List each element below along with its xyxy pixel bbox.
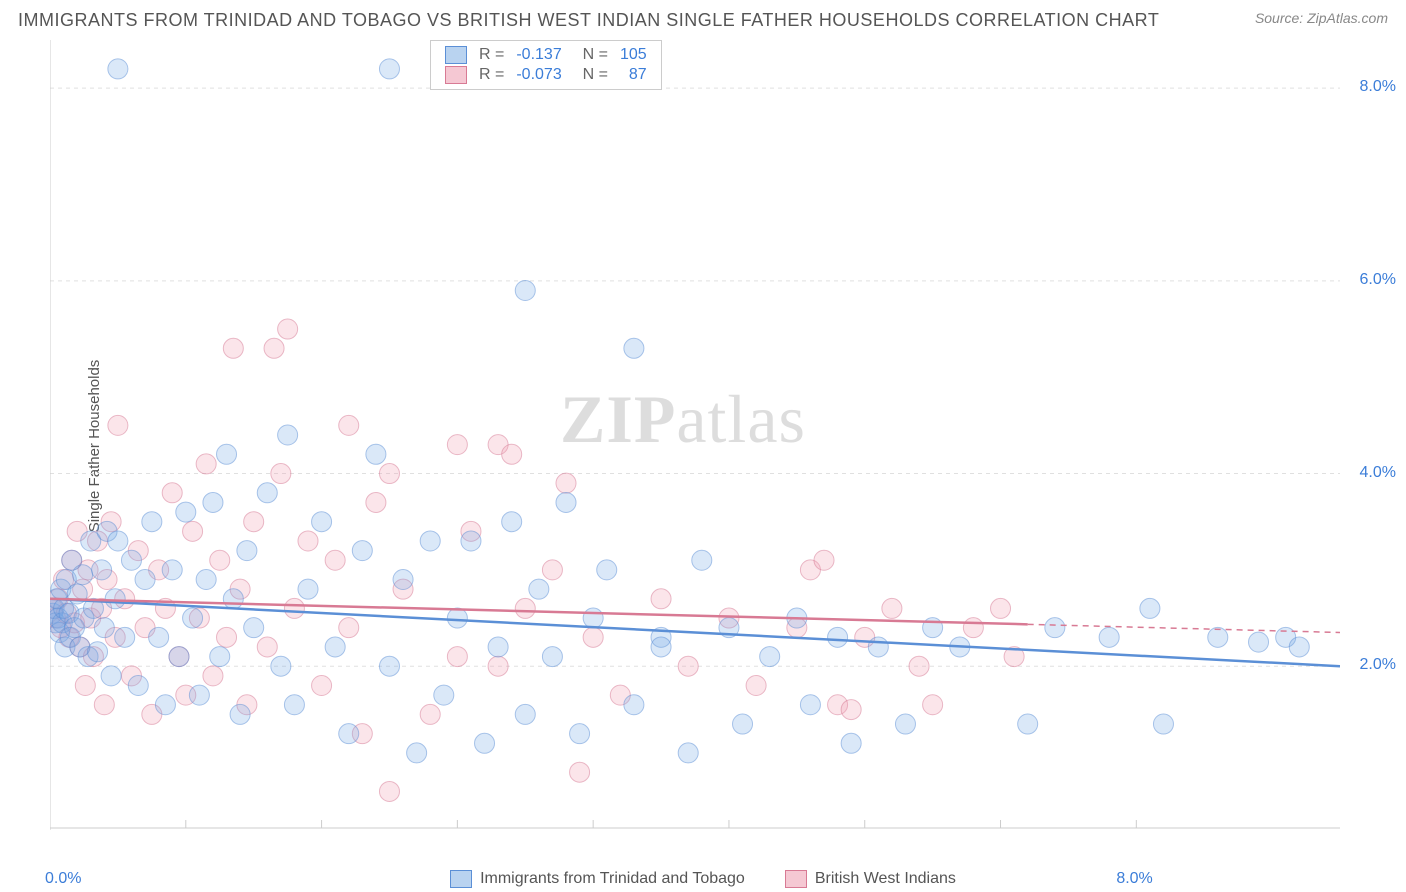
legend-swatch [785,870,807,888]
legend-r-value: -0.137 [510,45,567,65]
series-legend-item: Immigrants from Trinidad and Tobago [450,870,745,888]
x-tick-label: 8.0% [1116,870,1152,888]
series-legend-label: Immigrants from Trinidad and Tobago [480,870,745,888]
y-tick-label: 8.0% [1360,78,1396,96]
legend-n-label: N = [568,45,614,65]
legend-swatch [445,66,467,84]
legend-n-label: N = [568,65,614,85]
series-legend-label: British West Indians [815,870,956,888]
series-legend-item: British West Indians [785,870,956,888]
legend-swatch [445,46,467,64]
y-tick-label: 4.0% [1360,464,1396,482]
correlation-legend: R =-0.137 N =105R =-0.073 N =87 [430,40,662,90]
legend-swatch [450,870,472,888]
series-legend: Immigrants from Trinidad and Tobago Briti… [0,870,1406,888]
legend-r-label: R = [473,45,510,65]
chart-title: IMMIGRANTS FROM TRINIDAD AND TOBAGO VS B… [18,10,1159,31]
y-tick-label: 6.0% [1360,271,1396,289]
legend-r-label: R = [473,65,510,85]
legend-n-value: 105 [614,45,653,65]
x-tick-label: 0.0% [45,870,81,888]
source-attribution: Source: ZipAtlas.com [1255,10,1388,26]
y-tick-label: 2.0% [1360,656,1396,674]
legend-row: R =-0.137 N =105 [439,45,653,65]
legend-r-value: -0.073 [510,65,567,85]
legend-n-value: 87 [614,65,653,85]
scatter-plot [50,40,1340,830]
legend-row: R =-0.073 N =87 [439,65,653,85]
